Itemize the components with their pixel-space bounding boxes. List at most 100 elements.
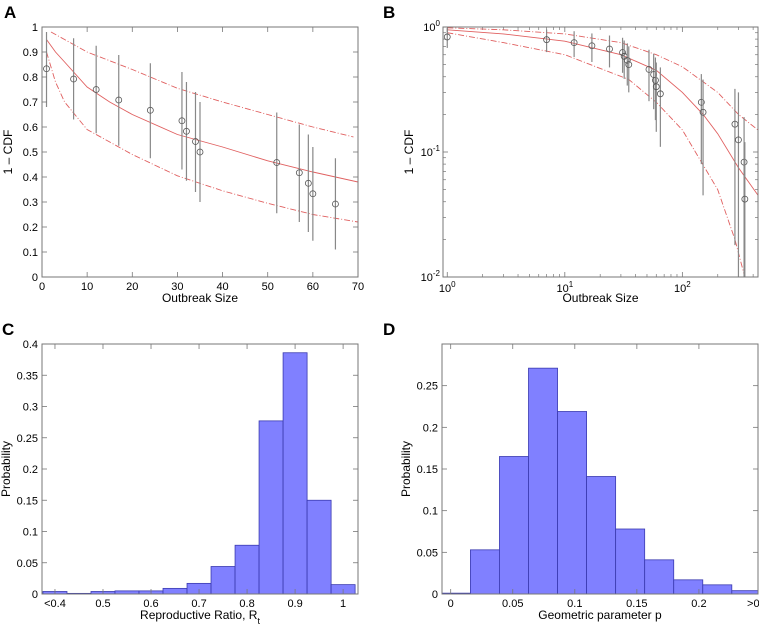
y-tick-label: 0.4	[23, 339, 38, 351]
panel-c: C <0.4 0.5 0.6 0.7 0.8 0.9 1 0 0.05 0.1 0.15 0.2 0.25…	[0, 320, 359, 626]
y-tick-label: 0.15	[17, 495, 38, 507]
data-point	[652, 83, 660, 91]
data-point	[625, 61, 633, 69]
data-point	[309, 190, 317, 198]
data-point	[740, 158, 748, 166]
tick-base: 10	[421, 147, 433, 159]
histogram-bar	[306, 499, 332, 595]
x-axis-label: Outbreak Size	[562, 291, 638, 305]
tick-exponent: 0	[436, 19, 441, 28]
x-tick-label: 0	[39, 281, 45, 293]
x-tick-label: 0.6	[143, 598, 158, 610]
x-tick-label: 20	[126, 281, 138, 293]
y-axis-label: Probability	[0, 441, 13, 497]
data-point	[196, 148, 204, 156]
data-point	[652, 76, 659, 84]
x-tick-label: 0.5	[95, 598, 110, 610]
y-tick-label: 10-1	[421, 144, 441, 159]
histogram-bar	[615, 528, 646, 595]
x-tick-label: 100	[439, 280, 456, 295]
axes-box	[442, 26, 759, 278]
data-point	[192, 138, 199, 145]
y-tick-label: 0	[432, 589, 438, 601]
x-axis-label-text: Reproductive Ratio, R	[140, 608, 258, 622]
data-point	[273, 159, 281, 166]
tick-exponent: -1	[433, 144, 441, 153]
y-tick-label: 0.3	[23, 402, 38, 414]
histogram-bar	[557, 411, 587, 595]
tick-base: 10	[423, 22, 435, 34]
y-tick-label: 0.1	[23, 247, 38, 259]
histogram-bar	[282, 352, 308, 595]
x-tick-label: 70	[352, 281, 364, 293]
y-tick-label: 10-2	[421, 269, 441, 284]
histogram-bar	[499, 456, 529, 595]
x-tick-label: 0.9	[287, 598, 302, 610]
y-tick-label: 0.15	[417, 464, 438, 476]
y-tick-label: 0.2	[23, 222, 38, 234]
panel-label: B	[383, 3, 395, 22]
x-tick-label: 60	[307, 281, 319, 293]
data-point	[645, 65, 653, 73]
upper-bound-curve	[447, 27, 758, 131]
x-tick-label: 0.15	[626, 598, 647, 610]
y-tick-label: 0.25	[417, 381, 438, 393]
fit-curve	[46, 39, 358, 183]
data-point	[697, 98, 705, 106]
x-axis-label: Geometric parameter p	[538, 608, 662, 622]
data-point	[146, 106, 154, 114]
x-tick-label: 50	[262, 281, 274, 293]
x-tick-label: <0.4	[44, 598, 66, 610]
x-tick-label: 0.1	[567, 598, 582, 610]
histogram-bar	[702, 584, 733, 595]
upper-bound-curve	[50, 31, 354, 138]
y-tick-label: 0.6	[23, 122, 38, 134]
fit-curve	[447, 29, 758, 196]
data-point	[178, 117, 186, 125]
histogram-bar	[528, 367, 558, 595]
tick-exponent: 0	[451, 280, 456, 289]
plot-area	[43, 31, 358, 250]
x-tick-label: 0.05	[502, 598, 523, 610]
x-tick-label: 30	[171, 281, 183, 293]
y-tick-label: 0.1	[423, 506, 438, 518]
y-tick-label: 0.9	[23, 47, 38, 59]
data-point	[443, 33, 451, 41]
x-tick-label: 0	[448, 598, 454, 610]
plot-area	[443, 27, 758, 277]
data-point	[623, 56, 631, 64]
y-tick-label: 1	[32, 22, 38, 34]
x-tick-label: >0.25	[747, 598, 759, 610]
histogram-bar	[234, 544, 260, 595]
data-point	[70, 75, 77, 83]
histogram-bar	[210, 566, 236, 595]
panel-label: C	[2, 320, 14, 339]
x-axis-label: Outbreak Size	[162, 291, 238, 305]
data-point	[183, 127, 190, 135]
histogram-bar	[258, 420, 284, 595]
data-point	[43, 65, 50, 73]
data-point	[543, 36, 550, 44]
y-tick-label: 0.05	[417, 547, 438, 559]
y-axis-label: Probability	[399, 441, 413, 497]
y-tick-label: 0	[32, 272, 38, 284]
x-tick-label: 10	[81, 281, 93, 293]
x-axis-label-text: Geometric parameter p	[538, 608, 662, 622]
y-tick-label: 0.35	[17, 370, 38, 382]
data-point	[735, 136, 742, 144]
x-tick-label: 1	[340, 598, 346, 610]
y-tick-label: 0.25	[17, 433, 38, 445]
y-tick-label: 0.8	[23, 72, 38, 84]
histogram-bar	[162, 587, 188, 595]
y-tick-label: 0.1	[23, 527, 38, 539]
x-axis-label-subscript: t	[257, 616, 260, 626]
panel-label: A	[4, 3, 16, 22]
data-point	[570, 39, 578, 47]
y-tick-label: 0.2	[23, 464, 38, 476]
histogram-bar	[586, 476, 617, 595]
tick-exponent: 2	[686, 280, 691, 289]
y-tick-label: 0.2	[423, 422, 438, 434]
y-tick-label: 100	[423, 19, 440, 34]
tick-base: 10	[421, 272, 433, 284]
